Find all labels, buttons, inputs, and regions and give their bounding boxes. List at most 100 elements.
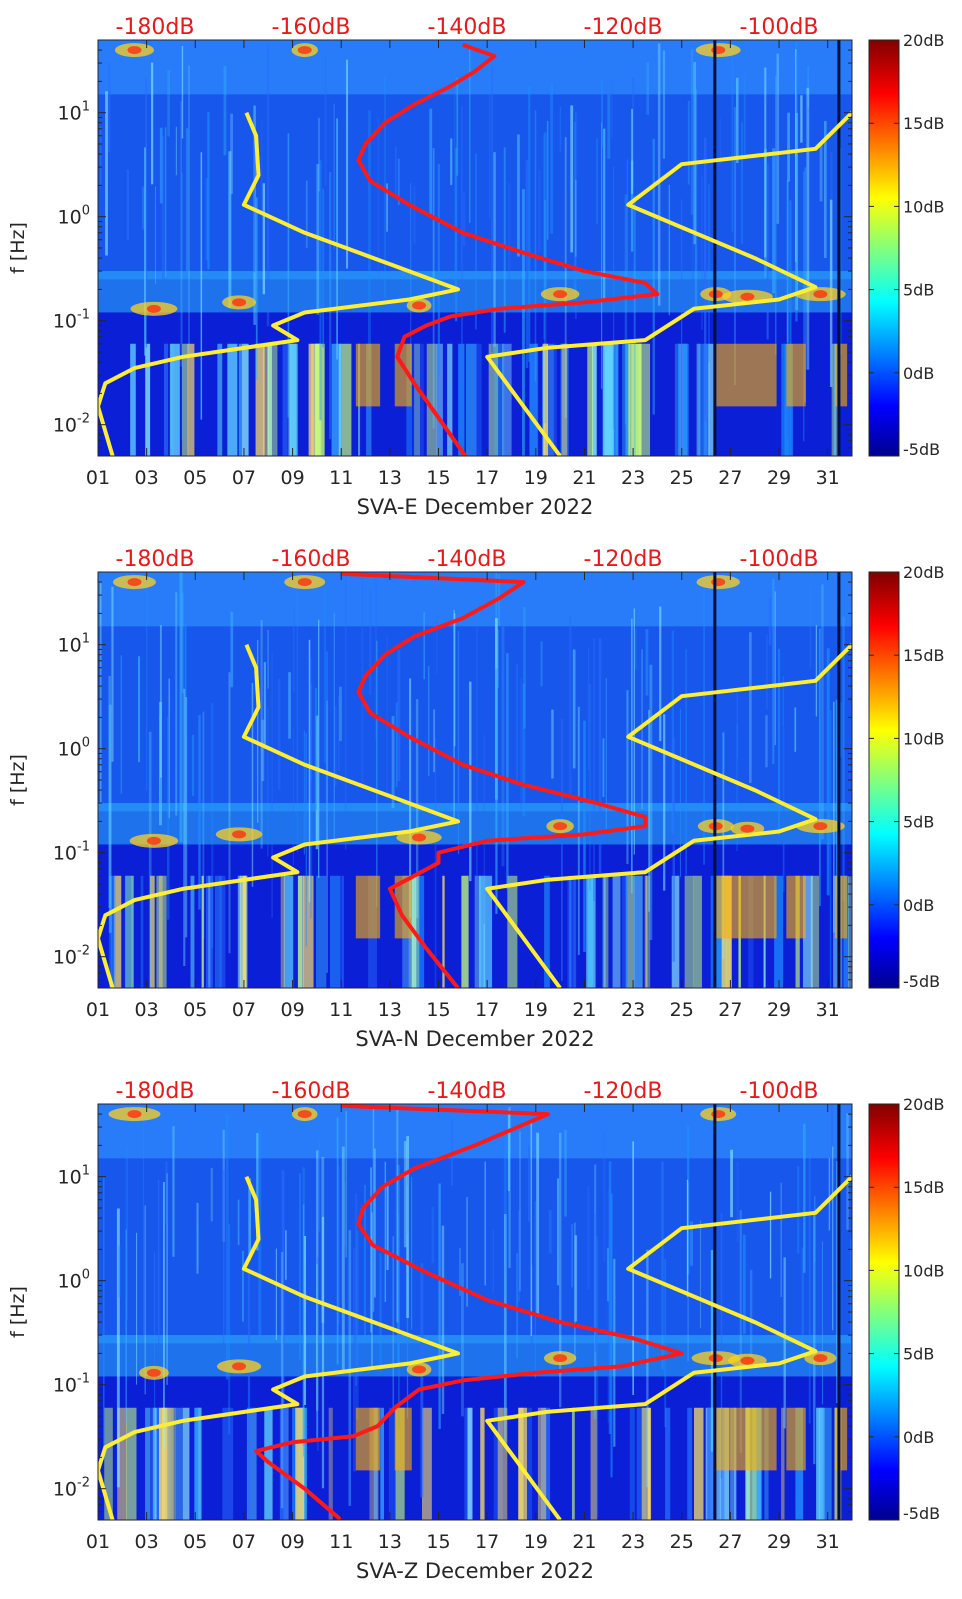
- y-tick-label: 10-2: [53, 944, 90, 969]
- spectrogram-column: [175, 1407, 184, 1520]
- spectrogram-streak: [828, 1158, 831, 1231]
- data-gap-line: [837, 1104, 841, 1520]
- spectrogram-column: [641, 1407, 651, 1520]
- spectrogram-column: [696, 343, 701, 456]
- spectrogram-streak: [782, 727, 785, 892]
- spectrogram-streak: [316, 1264, 318, 1439]
- colorbar-label: -5dB: [903, 972, 940, 991]
- spectrogram-column: [781, 1407, 785, 1520]
- spectrogram-column: [544, 343, 554, 456]
- db-scale-label: -140dB: [428, 547, 507, 572]
- x-tick-label: 19: [524, 999, 548, 1021]
- spectrogram-streak: [503, 1135, 507, 1417]
- y-axis-label: f [Hz]: [7, 754, 29, 806]
- spectrogram-streak: [158, 715, 161, 798]
- spectrogram-streak: [690, 48, 694, 215]
- spectrogram-column: [507, 875, 518, 988]
- spectrogram-column: [165, 1407, 174, 1520]
- spectrogram-streak: [108, 675, 111, 908]
- spectrogram-area: [98, 572, 852, 988]
- spectrogram-streak: [379, 1252, 382, 1372]
- spectrogram-column: [703, 343, 711, 456]
- colorbar: [868, 1103, 900, 1521]
- spectrogram-streak: [461, 106, 463, 386]
- spectrogram-streak: [100, 126, 102, 188]
- spectrogram-streak: [484, 1161, 486, 1286]
- x-tick-label: 01: [86, 999, 110, 1021]
- spectrogram-streak: [103, 1176, 105, 1460]
- spectrogram-streak: [157, 1179, 160, 1350]
- spectrogram-streak: [538, 169, 541, 253]
- spectrogram-streak: [248, 1178, 251, 1261]
- spectrogram-streak: [285, 1230, 287, 1280]
- y-axis-label: f [Hz]: [7, 222, 29, 274]
- spectrogram-hotspot: [553, 822, 568, 831]
- spectrogram-streak: [154, 186, 157, 284]
- spectrogram-column: [537, 1407, 547, 1520]
- spectrogram-column: [483, 875, 493, 988]
- spectrogram-streak: [671, 630, 674, 834]
- spectrogram-streak: [475, 153, 477, 330]
- spectrogram-streak: [493, 152, 496, 347]
- spectrogram-streak: [807, 66, 810, 108]
- db-scale-label: -100dB: [740, 547, 819, 572]
- spectrogram-streak: [517, 1210, 521, 1302]
- spectrogram-column: [156, 875, 167, 988]
- spectrogram-streak: [125, 1229, 127, 1423]
- spectrogram-streak: [466, 1197, 469, 1307]
- spectrogram-streak: [559, 106, 562, 152]
- db-scale-label: -140dB: [428, 15, 507, 40]
- spectrogram-streak: [318, 117, 320, 192]
- spectrogram-streak: [672, 737, 675, 962]
- spectrogram-column: [169, 343, 180, 456]
- spectrogram-streak: [336, 1117, 339, 1365]
- spectrogram-column: [628, 343, 633, 456]
- spectrogram-column: [182, 1407, 190, 1520]
- x-tick-label: 19: [524, 1531, 548, 1553]
- db-scale-label: -160dB: [272, 547, 351, 572]
- x-tick-label: 23: [621, 1531, 645, 1553]
- spectrogram-column: [267, 343, 272, 456]
- spectrogram-streak: [517, 134, 520, 257]
- spectrogram-column: [464, 1407, 470, 1520]
- spectrogram-streak: [275, 1248, 277, 1340]
- y-tick-label: 10-2: [53, 412, 90, 437]
- spectrogram-streak: [271, 652, 274, 918]
- spectrogram-streak: [151, 62, 154, 185]
- spectrogram-streak: [774, 591, 776, 746]
- spectrogram-streak: [661, 1161, 664, 1370]
- spectrogram-streak: [787, 112, 790, 182]
- spectrogram-streak: [806, 87, 810, 370]
- spectrogram-streak: [322, 188, 325, 348]
- spectrogram-column: [222, 1407, 234, 1520]
- spectrogram-hotspot: [127, 578, 142, 587]
- spectrogram-column: [693, 875, 702, 988]
- spectrogram-column: [413, 343, 424, 456]
- data-gap-line: [837, 572, 841, 988]
- spectrogram-column: [834, 343, 848, 407]
- spectrogram-streak: [329, 172, 332, 440]
- spectrogram-column: [684, 875, 694, 988]
- spectrogram-streak: [819, 144, 823, 202]
- data-gap-line: [713, 1104, 717, 1520]
- spectrogram-column: [646, 875, 651, 988]
- y-tick-label: 101: [58, 100, 90, 125]
- spectrogram-streak: [631, 109, 634, 194]
- spectrogram-streak: [722, 732, 725, 959]
- spectrogram-hotspot: [146, 304, 161, 313]
- spectrogram-streak: [764, 149, 767, 278]
- spectrogram-streak: [211, 703, 214, 949]
- spectrogram-streak: [550, 83, 554, 234]
- spectrogram-streak: [833, 701, 835, 933]
- spectrogram-streak: [333, 103, 335, 250]
- spectrogram-streak: [560, 719, 563, 981]
- spectrogram-column: [518, 1407, 527, 1520]
- spectrogram-column: [810, 875, 820, 988]
- spectrogram-column: [237, 875, 242, 988]
- spectrogram-column: [474, 875, 481, 988]
- colorbar-label: 10dB: [903, 1261, 945, 1280]
- spectrogram-streak: [118, 1245, 121, 1298]
- spectrogram-streak: [789, 200, 792, 456]
- spectrogram-streak: [395, 1151, 397, 1240]
- x-tick-label: 07: [232, 1531, 256, 1553]
